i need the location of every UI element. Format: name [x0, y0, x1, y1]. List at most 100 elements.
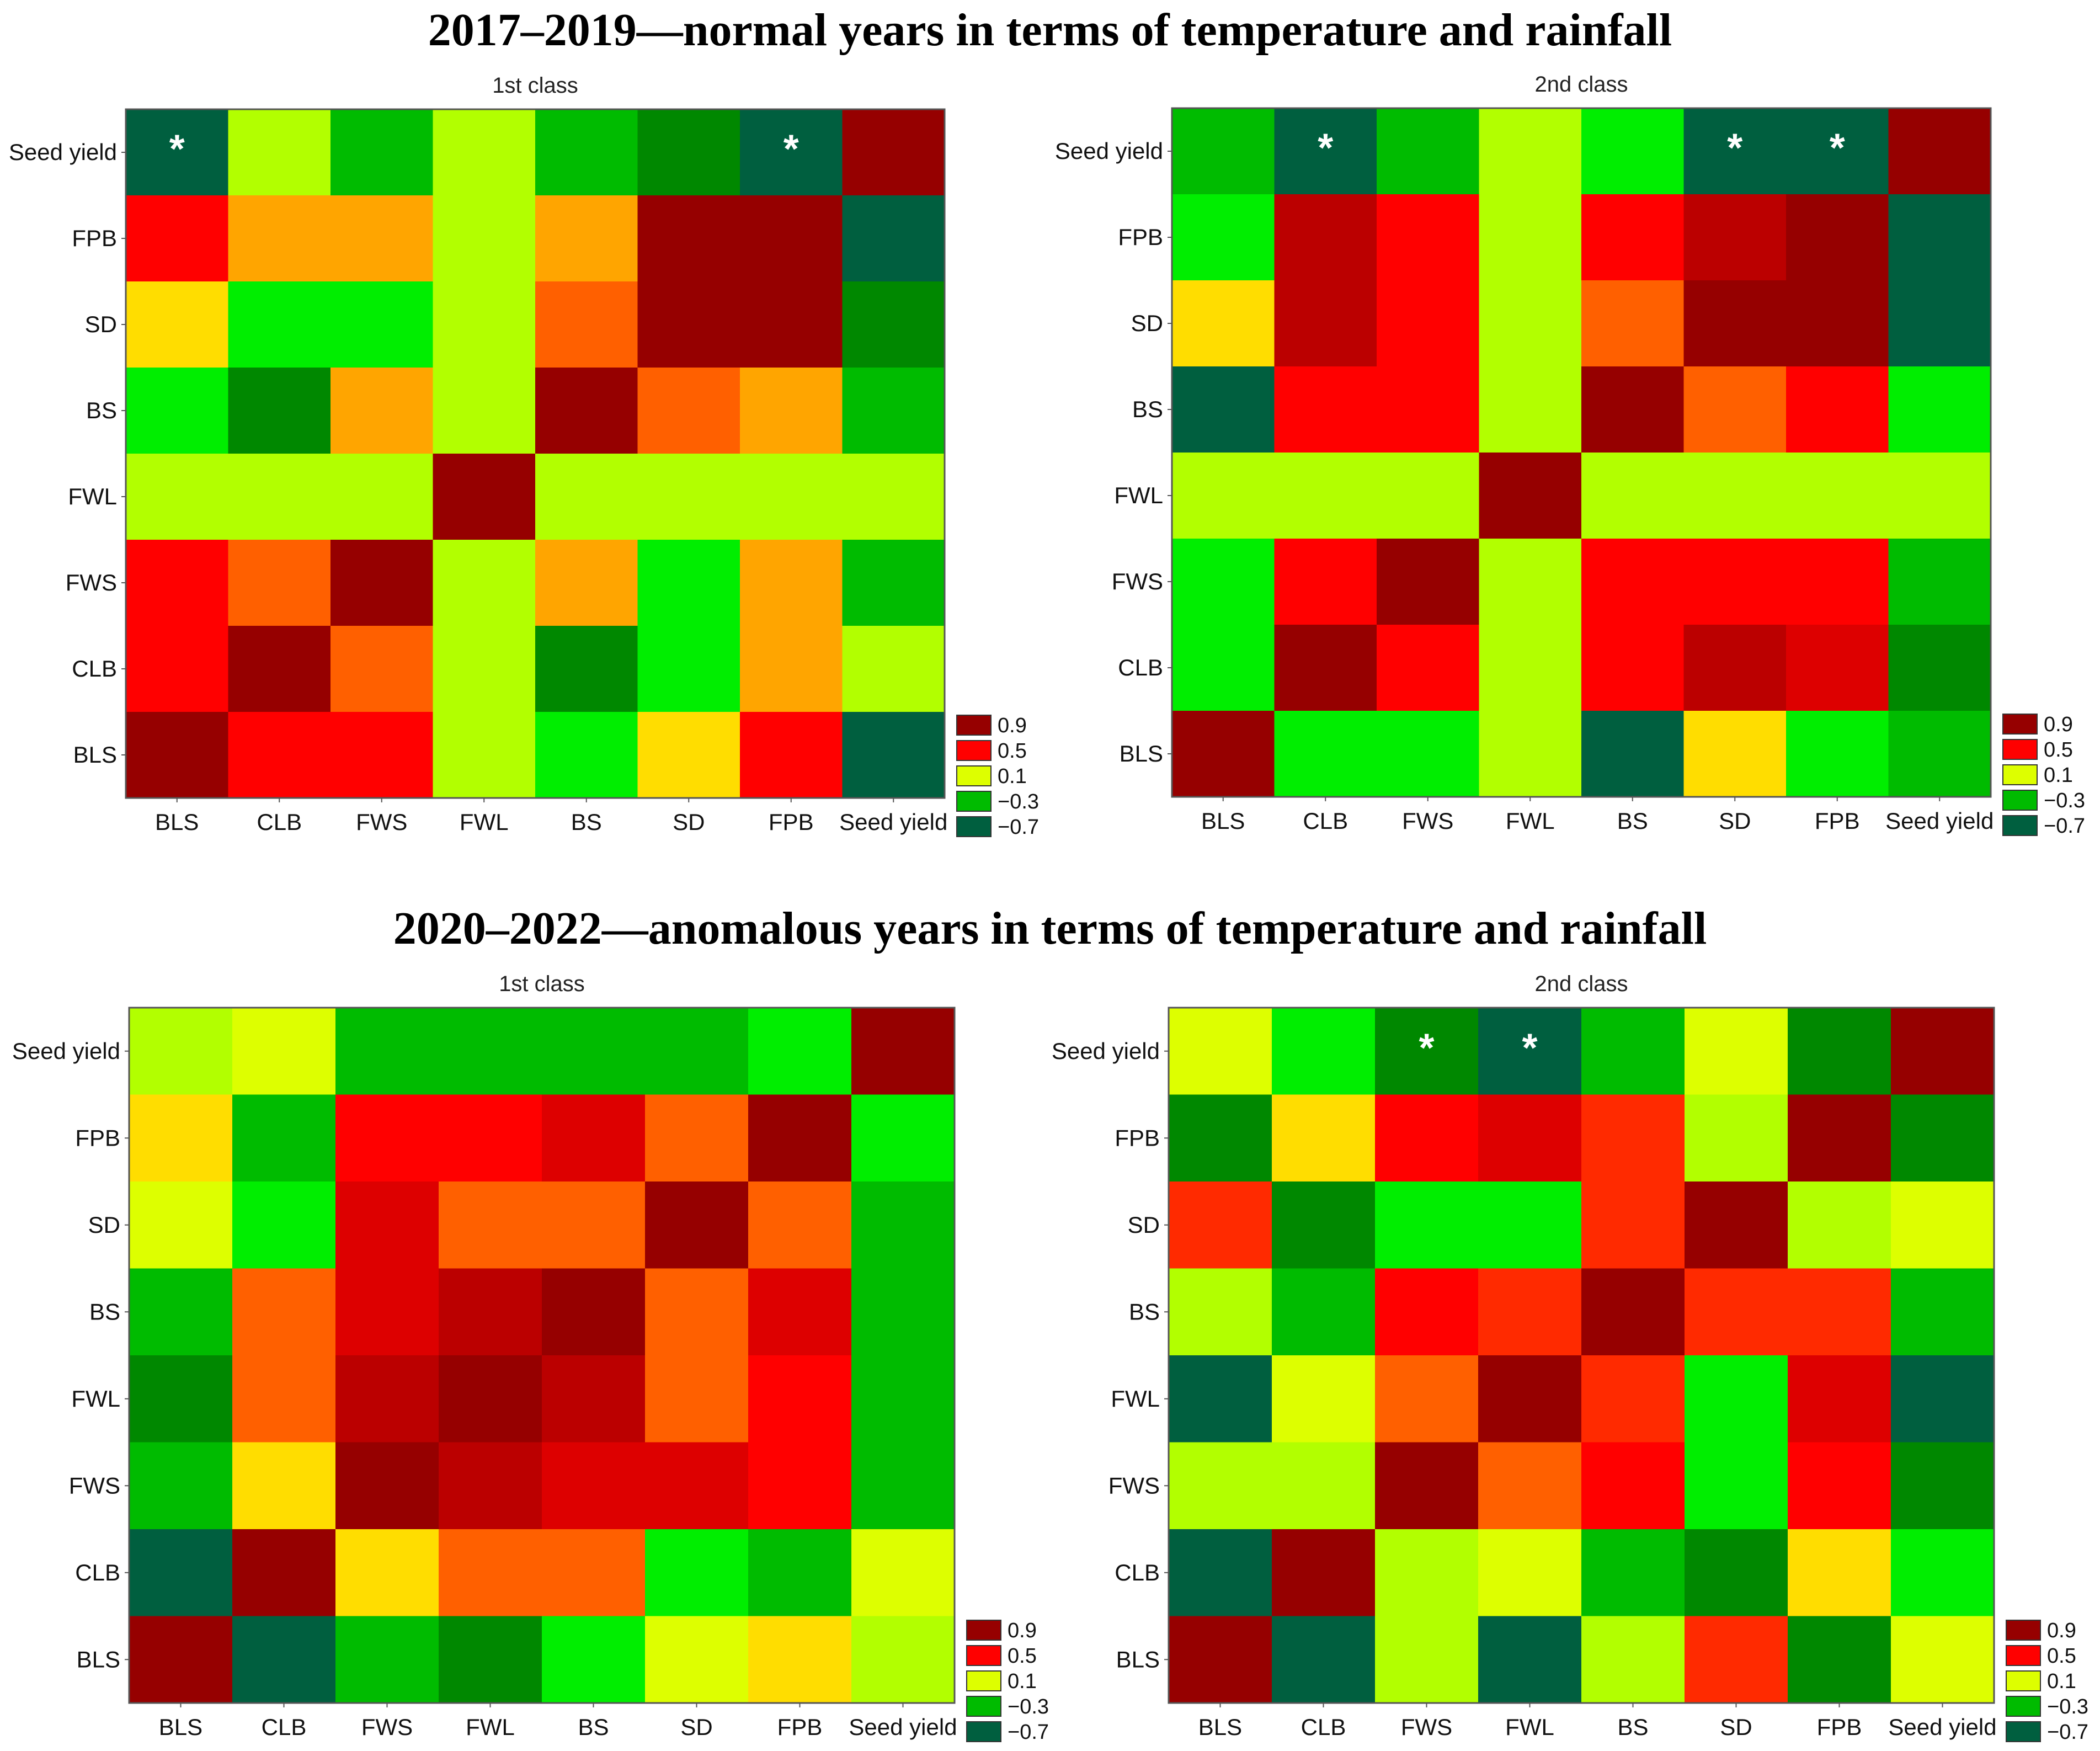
legend-label: 0.5 — [2047, 1644, 2076, 1668]
heatmap-cell — [129, 1355, 233, 1443]
heatmap-cell — [1788, 1529, 1891, 1617]
heatmap-cell — [1377, 108, 1480, 195]
heatmap-cell — [1683, 453, 1787, 539]
heatmap-cell — [1172, 711, 1275, 797]
heatmap-cell — [228, 368, 331, 454]
heatmap-cell — [851, 1008, 955, 1095]
x-tick-label: CLB — [1301, 1714, 1346, 1740]
heatmap-cell — [542, 1442, 646, 1530]
heatmap-cell — [1478, 1355, 1582, 1443]
title-normal-years: 2017–2019—normal years in terms of tempe… — [428, 4, 1672, 56]
legend-label: −0.7 — [998, 816, 1039, 839]
heatmap-cell — [1888, 453, 1991, 539]
heatmap-cell — [1377, 453, 1480, 539]
heatmap-cell — [1375, 1355, 1479, 1443]
heatmap-cell — [1377, 366, 1480, 453]
legend-label: 0.9 — [1008, 1619, 1037, 1642]
heatmap-cell — [232, 1529, 336, 1617]
heatmap-cell — [1581, 625, 1685, 711]
y-tick-label: FWS — [1108, 1472, 1160, 1498]
heatmap-cell — [1377, 280, 1480, 367]
x-tick-label: BS — [571, 809, 602, 835]
heatmap-cell — [1478, 1094, 1582, 1182]
legend-label: 0.5 — [998, 739, 1027, 763]
y-tick-label: BS — [1132, 396, 1163, 422]
heatmap-cell — [1683, 625, 1787, 711]
legend-swatch — [2002, 815, 2038, 836]
heatmap-cell — [228, 454, 331, 540]
heatmap-cell — [1478, 1442, 1582, 1530]
legend-swatch — [2002, 764, 2038, 785]
heatmap-cell — [1685, 1008, 1788, 1095]
heatmap-cell — [851, 1616, 955, 1704]
heatmap-cell — [851, 1094, 955, 1182]
x-tick-label: Seed yield — [839, 809, 947, 835]
heatmap-cell — [1683, 711, 1787, 797]
x-tick-label: BLS — [159, 1714, 202, 1740]
legend-swatch — [966, 1721, 1001, 1742]
heatmap-cell — [1786, 625, 1889, 711]
heatmap-cell — [439, 1268, 542, 1356]
heatmap-2017-2019-1st-class: 1st class * * Seed yield FPB SD BS FWL FWS CLB BLS… — [9, 73, 1039, 839]
y-tick-label: BLS — [77, 1646, 120, 1672]
heatmap-cell — [1683, 280, 1787, 367]
y-tick-label: CLB — [1115, 1560, 1160, 1585]
heatmap-cell — [1581, 453, 1685, 539]
heatmap-cell — [851, 1442, 955, 1530]
heatmap-cell — [1169, 1008, 1272, 1095]
heatmap-cell — [1274, 366, 1377, 453]
y-tick-label: SD — [1128, 1212, 1160, 1238]
heatmap-cell — [748, 1181, 852, 1269]
y-tick-label: BLS — [73, 742, 117, 768]
heatmap-cell — [232, 1355, 336, 1443]
heatmap-cell — [1169, 1442, 1272, 1530]
legend-label: −0.3 — [998, 790, 1039, 813]
heatmap-cell — [1683, 108, 1787, 195]
heatmap-cell — [1788, 1268, 1891, 1356]
heatmap-cell — [331, 281, 434, 368]
y-tick-label: BS — [1129, 1298, 1160, 1324]
heatmap-cell — [335, 1008, 439, 1095]
x-tick-label: FWL — [1505, 1714, 1554, 1740]
heatmap-cell — [1685, 1529, 1788, 1617]
heatmap-cell — [1375, 1268, 1479, 1356]
heatmap-cell — [535, 540, 638, 626]
heatmap-cell — [1272, 1355, 1376, 1443]
x-tick-label: SD — [673, 809, 705, 835]
legend-swatch — [2002, 790, 2038, 811]
legend-label: −0.7 — [2044, 815, 2085, 838]
heatmap-cell — [842, 540, 945, 626]
heatmap-cell — [637, 454, 740, 540]
heatmap-cell — [842, 109, 945, 196]
significance-star: * — [169, 127, 185, 172]
legend-label: −0.3 — [1008, 1695, 1049, 1718]
heatmap-cell — [335, 1094, 439, 1182]
x-tick-label: BLS — [1201, 808, 1245, 834]
heatmap-cell — [1479, 280, 1582, 367]
heatmap-cell — [1683, 194, 1787, 281]
y-tick-label: BLS — [1120, 741, 1163, 767]
heatmap-cell — [1786, 366, 1889, 453]
y-tick-label: Seed yield — [12, 1038, 120, 1064]
heatmap-cell — [740, 540, 843, 626]
heatmap-cell — [228, 540, 331, 626]
x-tick-label: Seed yield — [849, 1714, 957, 1740]
y-tick-label: FWS — [1112, 568, 1163, 594]
heatmap-cell — [228, 626, 331, 712]
x-tick-label: FWS — [1402, 808, 1453, 834]
x-tick-label: FWL — [460, 809, 509, 835]
heatmap-cell — [129, 1094, 233, 1182]
x-tick-label: CLB — [1303, 808, 1348, 834]
heatmap-cell — [748, 1008, 852, 1095]
heatmap-cell — [1375, 1442, 1479, 1530]
y-tick-label: CLB — [72, 656, 117, 682]
heatmap-cell — [1891, 1442, 1995, 1530]
heatmap-cell — [535, 454, 638, 540]
x-tick-label: BLS — [1198, 1714, 1242, 1740]
heatmap-cell — [1786, 194, 1889, 281]
heatmap-cell — [1375, 1094, 1479, 1182]
heatmap-cell — [1479, 711, 1582, 797]
heatmap-cell — [740, 454, 843, 540]
significance-star: * — [1318, 126, 1333, 171]
heatmap-cell — [1272, 1442, 1376, 1530]
